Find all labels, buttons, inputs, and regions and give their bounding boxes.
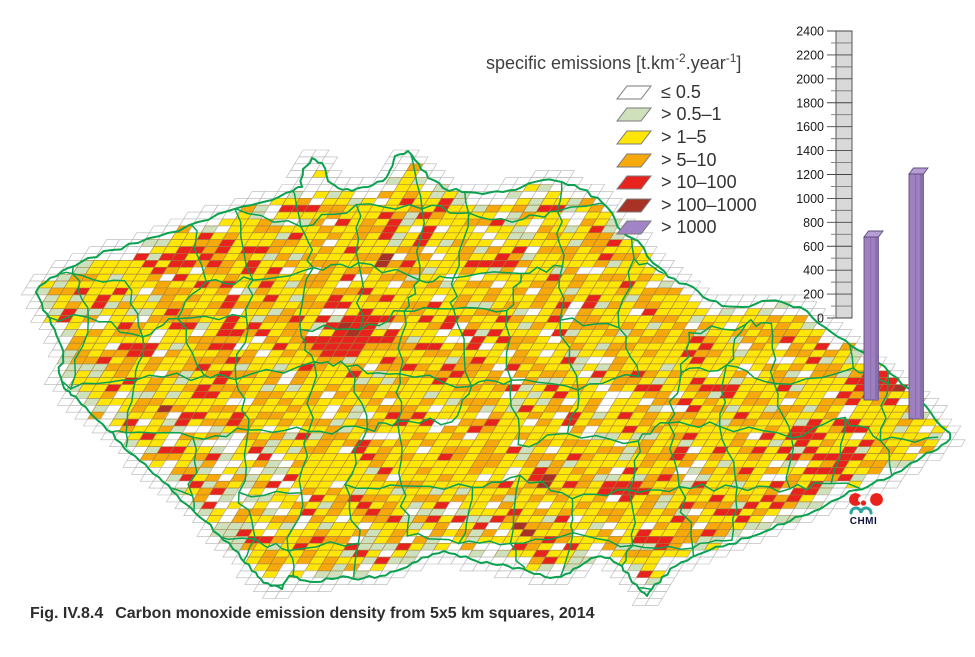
country-border [35, 150, 952, 597]
chmi-logo-text: CHMI [850, 516, 878, 527]
emission-bar-2 [908, 167, 929, 420]
legend-swatch-icon [616, 175, 653, 190]
figure-caption: Fig. IV.8.4 Carbon monoxide emission dens… [30, 605, 595, 623]
legend-item-label: > 0.5–1 [661, 104, 722, 125]
legend-items: ≤ 0.5 > 0.5–1 > 1–5 > 5–10 > 10–100 > 100–100… [616, 81, 757, 239]
scale-tick-label: 1800 [796, 96, 824, 110]
legend-swatch-icon [616, 130, 653, 145]
chmi-wave-icon [849, 506, 873, 515]
legend-item-label: > 10–100 [661, 172, 737, 193]
legend-title-sup-1: -2 [675, 51, 686, 65]
scale-tick-label: 600 [803, 240, 824, 254]
legend-title-text-3: ] [736, 53, 742, 73]
figure-number: Fig. IV.8.4 [30, 605, 104, 622]
scale-tick-label: 2400 [796, 25, 824, 39]
legend-title-text: specific emissions [t.km [486, 53, 676, 73]
legend-swatch-icon [616, 220, 653, 235]
legend-item-label: ≤ 0.5 [661, 81, 701, 102]
scale-ruler: 0 200 400 600 800 1000 1200 1400 1600 1800 2000 220… [796, 25, 853, 326]
legend-item-0: ≤ 0.5 [616, 81, 757, 104]
figure-caption-text: Carbon monoxide emission density from 5x… [115, 605, 595, 622]
legend-item-label: > 1–5 [661, 126, 707, 147]
legend-item-label: > 1000 [661, 217, 717, 238]
legend-title: specific emissions [t.km-2.year-1] [486, 51, 741, 74]
scale-tick-label: 800 [803, 216, 824, 230]
legend-title-sup-2: -1 [725, 51, 737, 65]
legend-item-2: > 1–5 [616, 126, 757, 149]
chmi-sun-icon [849, 493, 862, 506]
scale-tick-label: 200 [803, 288, 824, 302]
emission-cells [20, 149, 966, 606]
chmi-circle-icon [870, 493, 883, 506]
legend-item-1: > 0.5–1 [616, 104, 757, 127]
legend-item-3: > 5–10 [616, 149, 757, 172]
legend-item-4: > 10–100 [616, 171, 757, 194]
legend-swatch-icon [616, 153, 653, 168]
scale-tick-label: 400 [803, 264, 824, 278]
legend-swatch-icon [616, 198, 653, 213]
legend-item-label: > 5–10 [661, 149, 717, 170]
legend-item-6: > 1000 [616, 217, 757, 240]
emission-bars [863, 167, 929, 420]
legend-swatch-icon [616, 85, 653, 100]
emission-bar-1 [863, 230, 884, 401]
legend-item-label: > 100–1000 [661, 194, 757, 215]
scale-tick-label: 2200 [796, 48, 824, 62]
scale-tick-label: 2000 [796, 72, 824, 86]
legend-title-text-2: .year [685, 53, 726, 73]
scale-tick-label: 1400 [796, 144, 824, 158]
legend-swatch-icon [616, 107, 653, 122]
scale-tick-label: 1000 [796, 192, 824, 206]
chmi-logo: CHMI [849, 493, 883, 527]
scale-tick-label: 0 [817, 312, 824, 326]
scale-tick-label: 1200 [796, 168, 824, 182]
scale-tick-label: 1600 [796, 120, 824, 134]
legend-item-5: > 100–1000 [616, 194, 757, 217]
